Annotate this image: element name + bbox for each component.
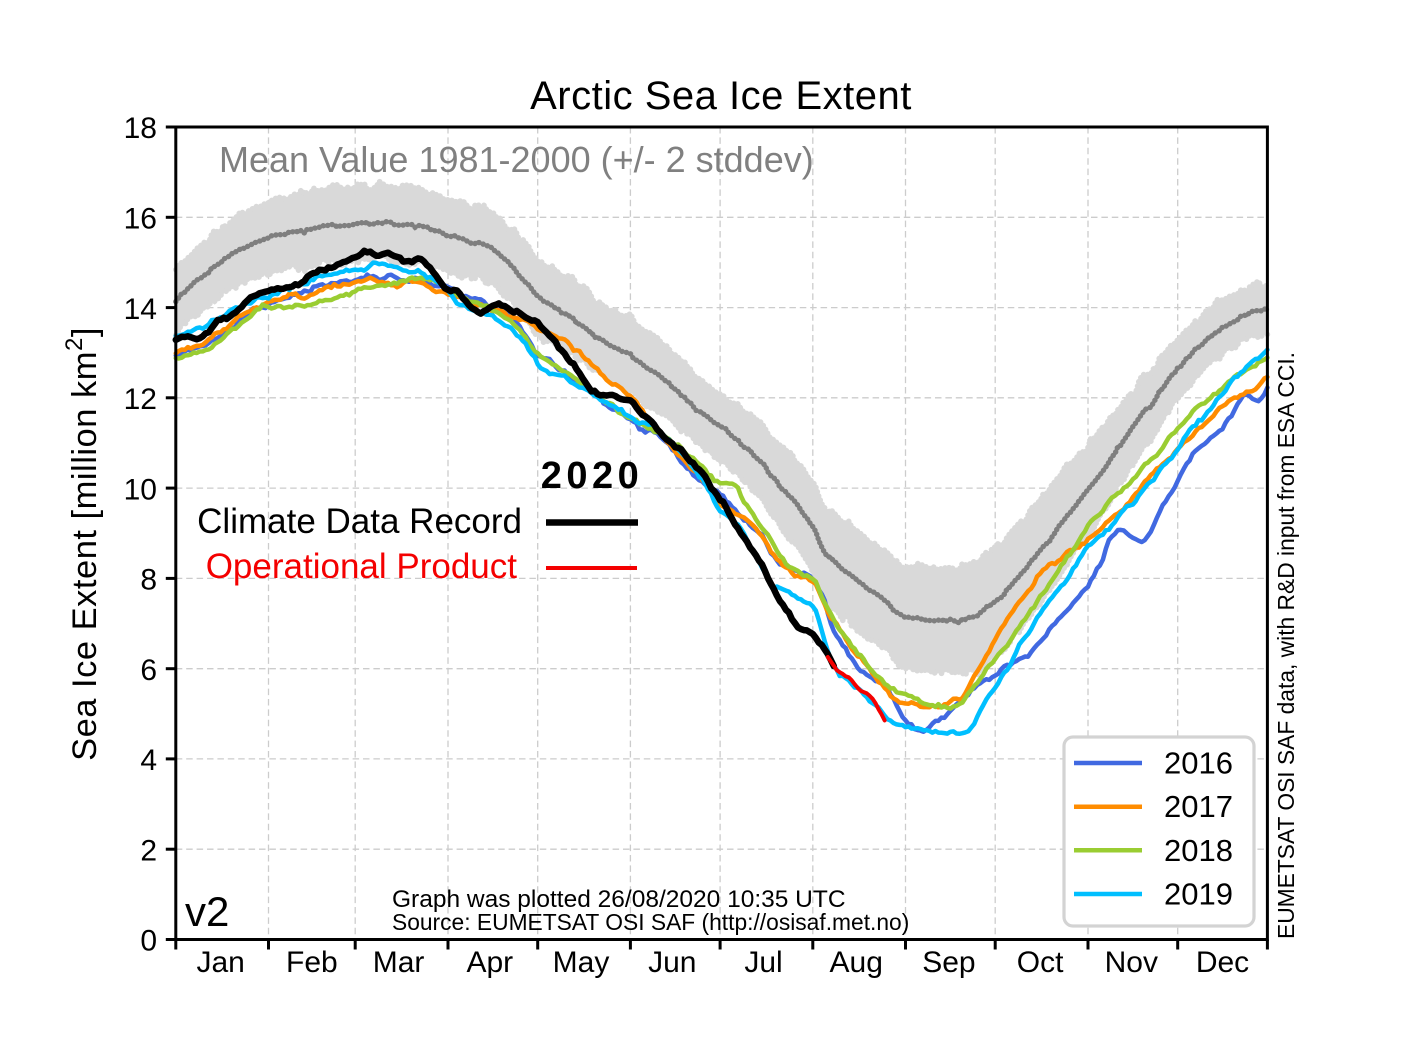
svg-text:14: 14 [124,293,157,326]
svg-text:4: 4 [140,744,157,777]
svg-text:Jun: Jun [648,946,696,979]
svg-text:Source: EUMETSAT OSI SAF (http: Source: EUMETSAT OSI SAF (http://osisaf.… [392,909,909,935]
svg-text:6: 6 [140,654,157,687]
svg-text:Mean Value 1981-2000 (+/- 2 st: Mean Value 1981-2000 (+/- 2 stddev) [219,139,814,180]
svg-text:2017: 2017 [1164,789,1233,824]
svg-text:Oct: Oct [1017,946,1064,979]
svg-text:2018: 2018 [1164,833,1233,868]
svg-text:0: 0 [140,925,157,958]
svg-text:Mar: Mar [373,946,425,979]
svg-text:v2: v2 [185,888,229,935]
svg-text:Dec: Dec [1196,946,1249,979]
svg-text:Climate Data Record: Climate Data Record [197,502,522,541]
svg-text:Aug: Aug [830,946,883,979]
svg-text:Arctic Sea Ice Extent: Arctic Sea Ice Extent [530,74,912,118]
svg-text:2019: 2019 [1164,877,1233,912]
svg-text:18: 18 [124,112,157,145]
svg-text:2: 2 [140,834,157,867]
svg-text:Sep: Sep [922,946,975,979]
svg-text:8: 8 [140,564,157,597]
svg-text:Nov: Nov [1105,946,1158,979]
svg-text:May: May [553,946,610,979]
svg-text:Operational Product: Operational Product [206,547,518,586]
svg-text:10: 10 [124,473,157,506]
svg-text:EUMETSAT OSI SAF data, with R&: EUMETSAT OSI SAF data, with R&D input fr… [1273,352,1299,939]
svg-text:12: 12 [124,383,157,416]
svg-text:Graph was plotted 26/08/2020 1: Graph was plotted 26/08/2020 10:35 UTC [392,886,846,913]
svg-text:2020: 2020 [541,455,644,497]
svg-text:2016: 2016 [1164,746,1233,781]
svg-text:Jul: Jul [744,946,782,979]
svg-text:16: 16 [124,203,157,236]
svg-text:Apr: Apr [466,946,513,979]
svg-text:Jan: Jan [197,946,245,979]
svg-text:Feb: Feb [286,946,338,979]
svg-text:Sea Ice Extent [million km2]: Sea Ice Extent [million km2] [61,327,104,761]
